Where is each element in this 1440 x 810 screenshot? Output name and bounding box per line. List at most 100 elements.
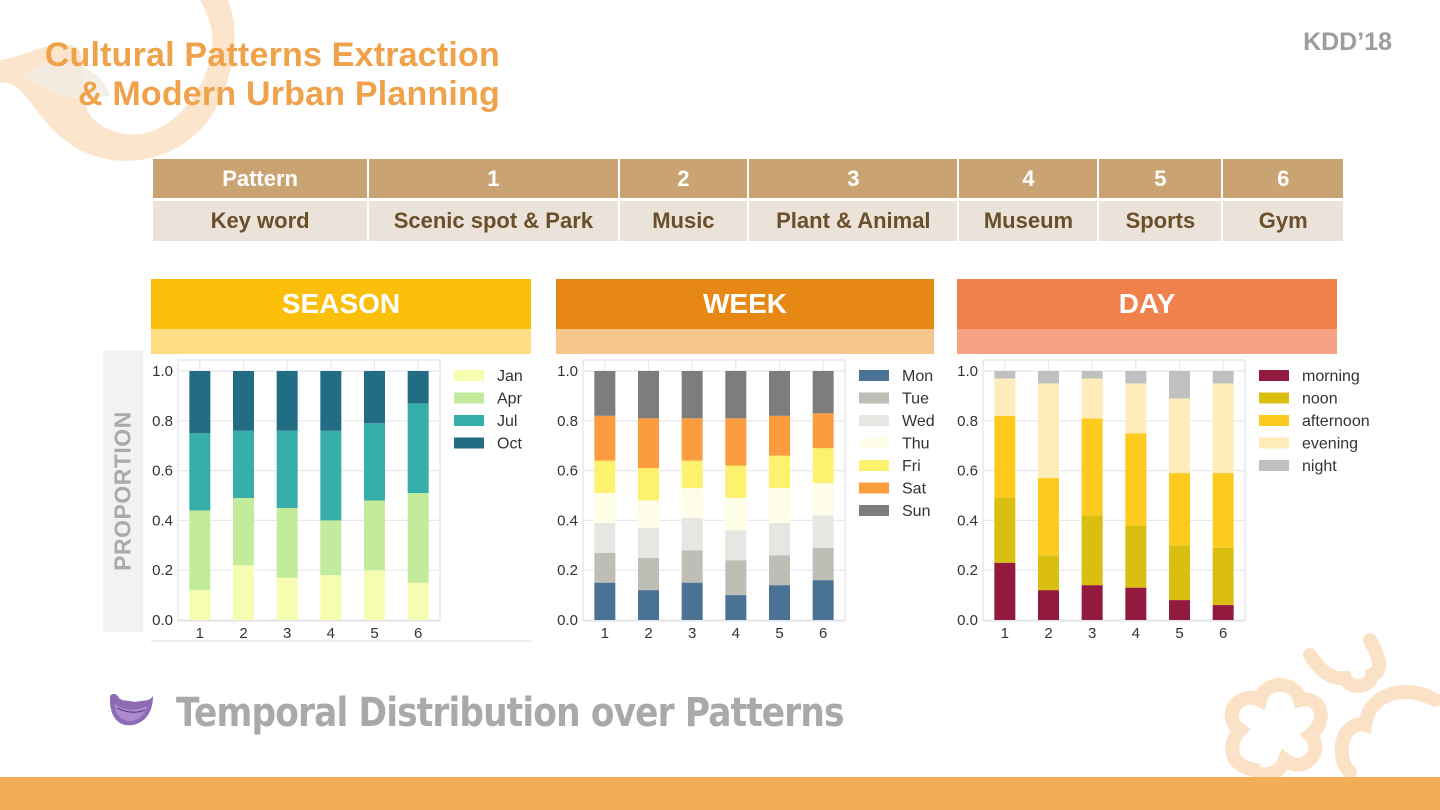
bar-segment-afternoon <box>1212 473 1234 548</box>
bar-segment-tue <box>812 547 834 581</box>
bar-segment-evening <box>1169 398 1190 474</box>
x-tick-label: 5 <box>1175 625 1183 642</box>
legend-swatch-jan <box>454 370 484 381</box>
week-chart-title: WEEK <box>556 279 934 329</box>
season-chart: 0.0 0.2 0.4 0.6 0.8 1.0 1 2 3 4 5 6 Jan Apr Jul Oct <box>152 359 523 642</box>
bar-segment-jul <box>189 433 211 511</box>
bar-segment-night <box>1038 371 1059 384</box>
bar-segment-sat <box>638 418 659 469</box>
cloud-decoration-bottom-right <box>1224 633 1440 778</box>
bar-segment-thu <box>812 483 834 516</box>
legend-swatch-afternoon <box>1259 415 1289 426</box>
bar-segment-evening <box>994 378 1016 416</box>
bar-segment-mon <box>769 585 790 620</box>
legend-label-sun: Sun <box>902 503 930 520</box>
bar-segment-noon <box>1125 525 1147 588</box>
bar-segment-tue <box>638 557 659 591</box>
day-chart-title: DAY <box>957 279 1337 329</box>
plot-frame <box>177 359 441 622</box>
bar-segment-jul <box>276 430 298 508</box>
bar-segment-evening <box>1125 383 1147 434</box>
y-tick-label: 1.0 <box>957 363 978 380</box>
bar-segment-night <box>1212 371 1234 384</box>
bar-segment-wed <box>769 522 790 556</box>
table-keyword-row: Key word Scenic spot & Park Music Plant … <box>153 201 1343 241</box>
table-cell: Pattern <box>153 159 368 201</box>
bar-segment-morning <box>1212 605 1234 620</box>
bar-segment-noon <box>1038 555 1059 591</box>
legend-label-evening: evening <box>1302 436 1358 453</box>
bar-segment-sun <box>638 371 659 419</box>
y-tick-label: 0.8 <box>152 413 173 430</box>
legend-label-afternoon: afternoon <box>1302 413 1370 430</box>
bar-segment-evening <box>1038 383 1059 479</box>
table-cell: Scenic spot & Park <box>369 201 618 241</box>
table-header-row: Pattern 1 2 3 4 5 6 <box>153 159 1343 201</box>
table-cell: Plant & Animal <box>749 201 958 241</box>
bar-segment-sat <box>594 415 616 461</box>
x-tick-label: 1 <box>196 625 204 642</box>
plot-frame <box>582 359 846 622</box>
slide-title: Cultural Patterns Extraction & Modern Ur… <box>26 36 500 114</box>
x-tick-label: 6 <box>1219 625 1227 642</box>
table-cell: 6 <box>1223 159 1343 201</box>
chart-baseline-rule <box>151 640 531 642</box>
bar-segment-sat <box>681 418 703 461</box>
x-tick-label: 3 <box>1088 625 1096 642</box>
legend-swatch-night <box>1259 460 1289 471</box>
bar-segment-afternoon <box>994 415 1016 498</box>
bar-segment-afternoon <box>1038 478 1059 556</box>
legend-swatch-noon <box>1259 392 1289 404</box>
bar-segment-jul <box>364 423 385 501</box>
y-tick-label: 0.8 <box>557 413 578 430</box>
bar-segment-jul <box>320 430 342 521</box>
legend-label-sat: Sat <box>902 481 927 498</box>
bar-segment-wed <box>681 517 703 551</box>
legend-swatch-tue <box>859 392 889 404</box>
bar-segment-apr <box>364 500 385 571</box>
week-chart-subbar <box>556 329 934 354</box>
bar-segment-sat <box>812 413 834 449</box>
bar-segment-fri <box>725 465 747 498</box>
bar-segment-jan <box>364 570 385 620</box>
bar-segment-morning <box>1038 590 1059 620</box>
y-tick-label: 0.6 <box>557 463 578 480</box>
bar-segment-afternoon <box>1169 473 1190 546</box>
legend-label-fri: Fri <box>902 458 921 475</box>
bar-segment-jan <box>189 590 211 620</box>
title-line-2: & Modern Urban Planning <box>77 75 500 113</box>
bar-segment-wed <box>594 522 616 553</box>
bar-segment-sun <box>769 371 790 416</box>
legend-label-jul: Jul <box>497 413 517 430</box>
legend-label-mon: Mon <box>902 368 933 385</box>
legend-swatch-sat <box>859 482 889 494</box>
y-tick-label: 1.0 <box>152 363 173 380</box>
bar-segment-sun <box>725 371 747 419</box>
legend-swatch-morning <box>1259 370 1289 381</box>
bar-segment-afternoon <box>1081 418 1103 516</box>
day-chart-subbar <box>957 329 1337 354</box>
table-cell: Music <box>619 201 748 241</box>
y-tick-label: 0.6 <box>957 463 978 480</box>
x-tick-label: 3 <box>688 625 696 642</box>
table-cell: 4 <box>959 159 1098 201</box>
bar-segment-fri <box>812 448 834 484</box>
bar-segment-mon <box>681 582 703 620</box>
x-tick-label: 5 <box>775 625 783 642</box>
bar-segment-morning <box>1081 585 1103 620</box>
bar-segment-thu <box>638 500 659 528</box>
bar-segment-noon <box>1169 545 1190 601</box>
bar-segment-jul <box>233 430 254 498</box>
legend-swatch-mon <box>859 370 889 381</box>
x-tick-label: 6 <box>414 625 422 642</box>
bar-segment-noon <box>1212 547 1234 606</box>
bar-segment-tue <box>769 555 790 586</box>
bar-segment-tue <box>725 560 747 596</box>
bar-segment-jan <box>233 565 254 620</box>
bar-segment-oct <box>233 371 254 431</box>
bar-segment-sat <box>769 415 790 456</box>
y-tick-label: 0.0 <box>557 612 578 629</box>
x-tick-label: 5 <box>370 625 378 642</box>
bar-segment-morning <box>994 562 1016 620</box>
section-title: Temporal Distribution over Patterns <box>176 690 844 736</box>
